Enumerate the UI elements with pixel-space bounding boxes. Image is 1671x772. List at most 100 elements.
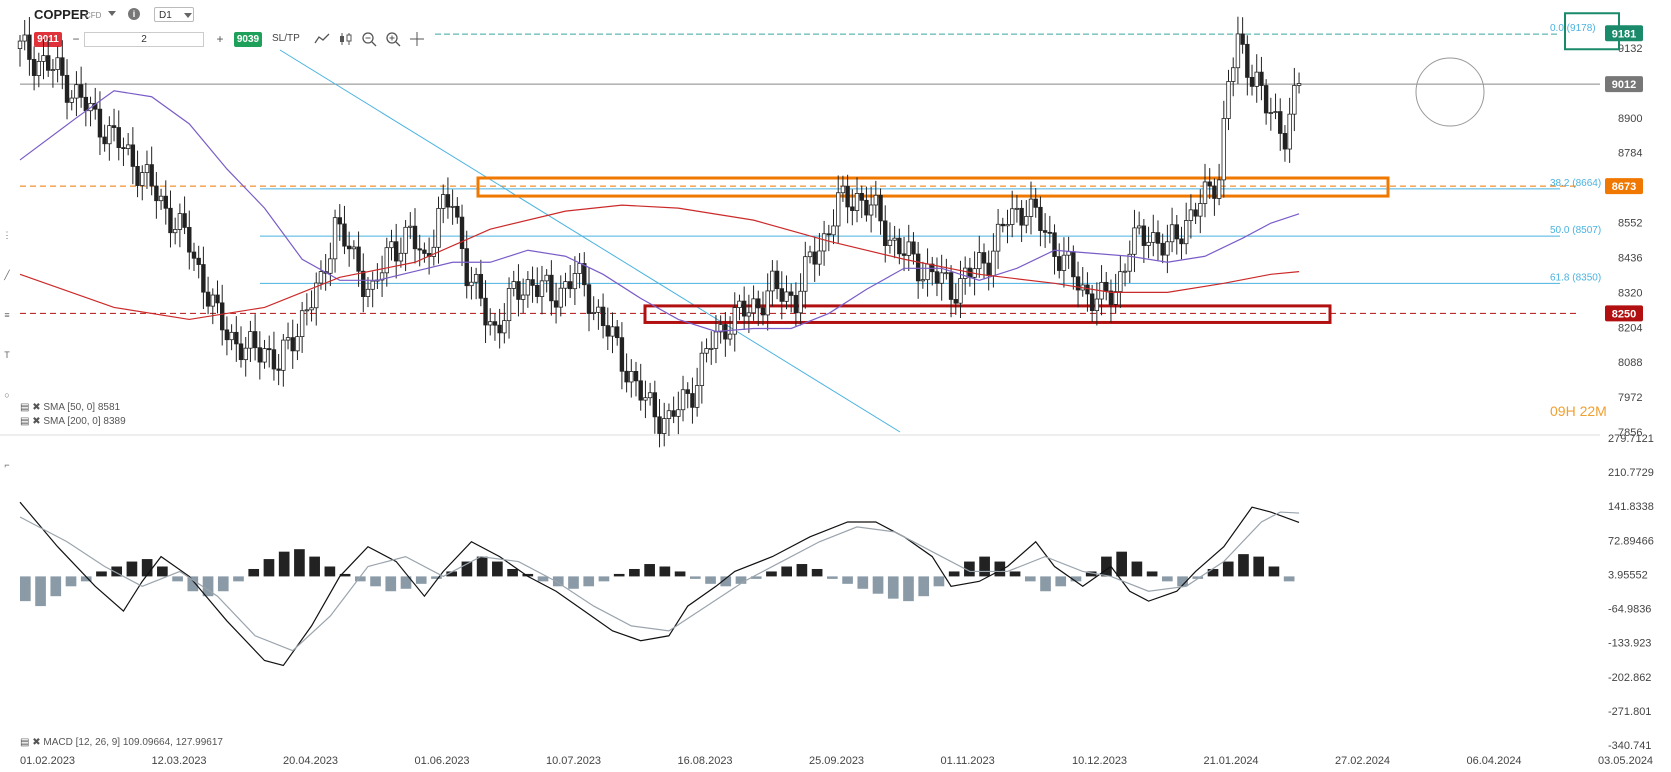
sma200-label: SMA [200, 0] 8389 — [43, 416, 126, 427]
macd-histogram-bar — [1162, 576, 1173, 582]
zoom-in-icon[interactable] — [385, 31, 401, 47]
macd-legend[interactable]: ▤ ✖ MACD [12, 26, 9] 109.09664, 127.9961… — [20, 737, 223, 748]
candle-body — [591, 311, 596, 314]
macd-histogram-bar — [339, 573, 351, 577]
fib-tool-icon[interactable]: ≡ — [4, 310, 10, 320]
macd-histogram-bar — [1131, 561, 1143, 577]
candle-body — [596, 306, 601, 313]
macd-histogram-bar — [446, 571, 458, 577]
macd-histogram-bar — [857, 576, 869, 589]
candle-body — [337, 217, 342, 225]
cursor-icon[interactable]: ⋮ — [2, 230, 12, 240]
timeframe-select[interactable]: D1 — [154, 7, 194, 22]
candle-body — [610, 326, 615, 337]
eye-icon[interactable]: ▤ ✖ — [20, 737, 44, 748]
candle-body — [788, 291, 794, 296]
line-chart-icon[interactable] — [314, 31, 330, 47]
candle-body — [1089, 293, 1095, 312]
candle-body — [1207, 181, 1212, 187]
candle-body — [854, 193, 860, 211]
red-price-tag-bg — [1605, 305, 1643, 322]
candle-body — [727, 333, 733, 340]
candlestick-icon[interactable] — [338, 31, 354, 47]
candle-body — [398, 252, 404, 262]
candle-body — [516, 281, 521, 300]
chevron-down-icon[interactable] — [108, 11, 116, 16]
line-tool-icon[interactable]: ╱ — [4, 270, 10, 280]
macd-histogram-bar — [644, 564, 655, 577]
candle-body — [1014, 207, 1020, 210]
macd-histogram-bar — [583, 576, 595, 587]
candle-body — [567, 281, 573, 290]
candle-body — [774, 270, 780, 290]
sma50-legend[interactable]: ▤ ✖ SMA [50, 0] 8581 — [20, 402, 120, 413]
candle-body — [450, 205, 455, 208]
macd-histogram-bar — [126, 561, 138, 577]
candle-body — [868, 204, 874, 216]
sma50-line — [19, 90, 1300, 333]
crosshair-icon[interactable] — [409, 31, 425, 47]
chevron-down-icon[interactable] — [184, 13, 192, 18]
symbol-name[interactable]: COPPER — [34, 7, 89, 22]
macd-histogram-bar — [1222, 561, 1234, 577]
countdown-minutes-unit: M — [1595, 403, 1607, 419]
candle-body — [346, 245, 352, 250]
measure-tool-icon[interactable]: ⌐ — [4, 460, 10, 470]
candle-body — [1033, 198, 1038, 208]
price-axis-tick: 8204 — [1618, 322, 1642, 334]
candle-body — [1273, 111, 1278, 113]
info-icon[interactable]: i — [128, 8, 140, 20]
macd-histogram-bar — [827, 576, 838, 579]
date-axis-tick: 12.03.2023 — [152, 755, 207, 767]
text-tool-icon[interactable]: T — [4, 350, 10, 360]
macd-histogram-bar — [65, 576, 77, 587]
sma200-legend[interactable]: ▤ ✖ SMA [200, 0] 8389 — [20, 416, 126, 427]
macd-histogram-bar — [461, 561, 473, 577]
candle-body — [864, 199, 869, 216]
candle-body — [539, 280, 545, 297]
buy-button[interactable]: 9039 — [234, 32, 262, 47]
macd-histogram-bar — [552, 576, 564, 587]
macd-axis-tick: 141.8338 — [1608, 501, 1654, 513]
candle-body — [615, 326, 620, 339]
macd-panel — [19, 501, 1300, 667]
macd-axis-tick: 279.7121 — [1608, 433, 1654, 445]
candle-body — [1066, 251, 1071, 256]
candle-body — [530, 279, 535, 286]
candle-body — [379, 272, 385, 281]
macd-histogram-bar — [35, 576, 46, 607]
candle-body — [619, 337, 625, 372]
zoom-out-icon[interactable] — [361, 31, 377, 47]
top-price-tag-bg — [1605, 25, 1643, 42]
candle-body — [577, 263, 582, 274]
quantity-decrease-button[interactable]: − — [72, 32, 80, 46]
candle-body — [135, 166, 140, 186]
support-zone — [643, 304, 1332, 324]
shape-tool-icon[interactable]: ○ — [4, 390, 10, 400]
macd-histogram-bar — [385, 576, 397, 592]
candle-body — [981, 252, 987, 264]
macd-histogram-bar — [568, 576, 579, 589]
macd-histogram-bar — [964, 561, 975, 577]
candle-body — [502, 320, 507, 334]
annotation-circle — [1415, 57, 1485, 127]
candle-body — [704, 348, 709, 354]
macd-axis-tick: 72.89466 — [1608, 535, 1654, 547]
macd-histogram-bar — [507, 568, 518, 577]
candle-body — [464, 248, 469, 287]
quantity-increase-button[interactable]: + — [216, 32, 224, 46]
candle-countdown: 09H 22M — [1550, 403, 1607, 419]
quantity-input[interactable]: 2 — [84, 32, 204, 47]
sltp-button[interactable]: SL/TP — [272, 33, 300, 44]
price-zones — [476, 176, 1390, 324]
macd-histogram-bar — [80, 576, 92, 582]
candle-body — [873, 194, 879, 206]
eye-icon[interactable]: ▤ ✖ — [20, 416, 44, 427]
candle-body — [977, 252, 982, 270]
macd-axis-tick: 210.7729 — [1608, 467, 1654, 479]
eye-icon[interactable]: ▤ ✖ — [20, 402, 44, 413]
candle-body — [1019, 207, 1024, 226]
candle-body — [605, 325, 610, 337]
candle-body — [1259, 71, 1264, 86]
